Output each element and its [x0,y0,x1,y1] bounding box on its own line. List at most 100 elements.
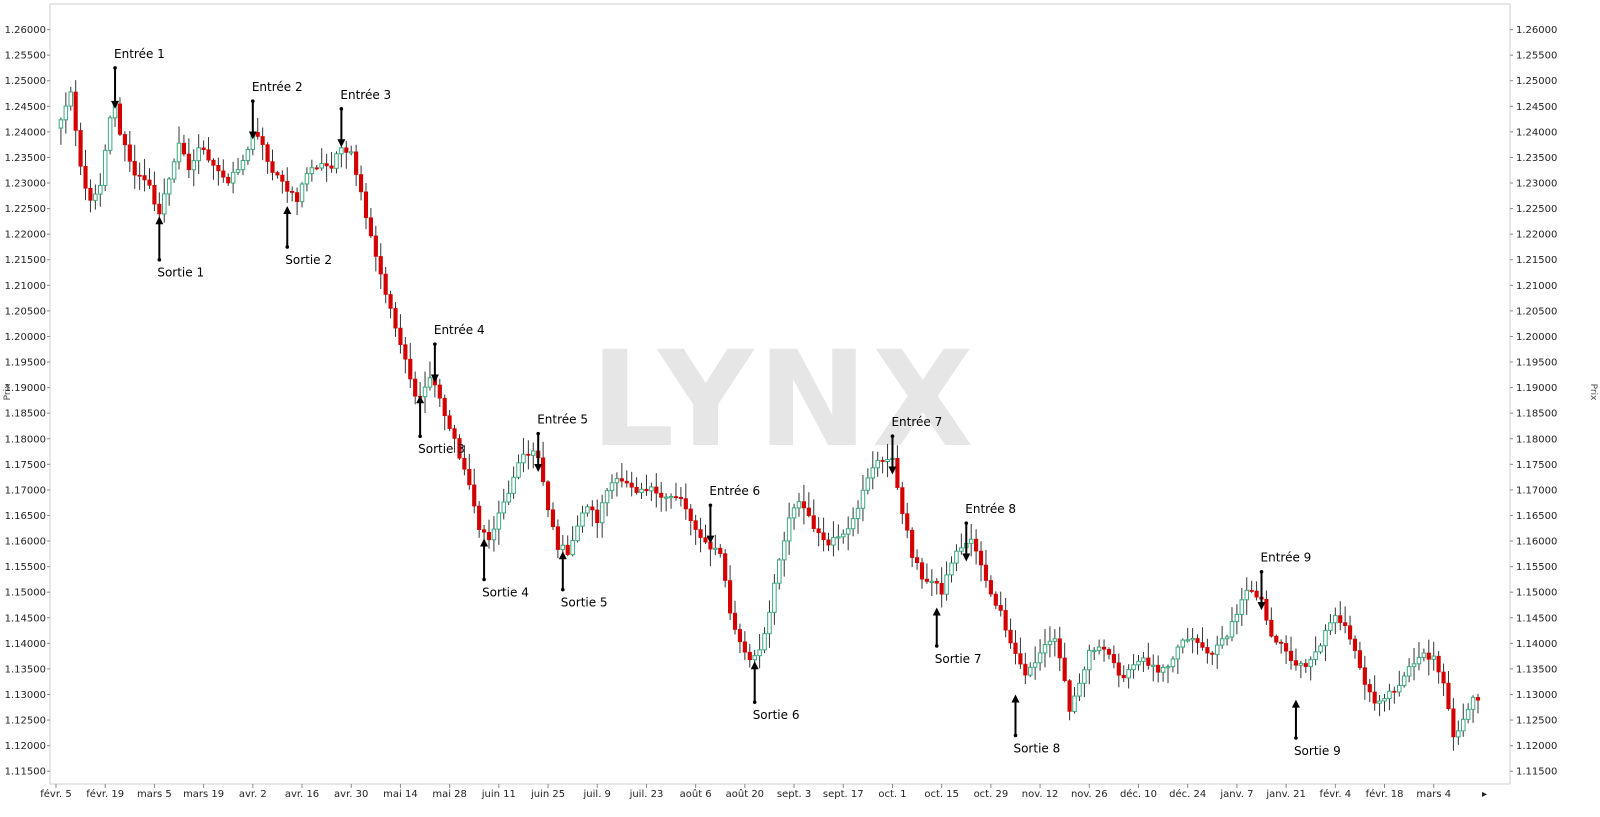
y-tick-label-right: 1.23000 [1516,179,1557,190]
candle-body-bear [206,149,211,161]
candle-body-bull [929,580,935,583]
candle-body-bull [171,161,177,180]
candle-body-bull [1096,646,1102,651]
scroll-right-icon[interactable]: ▸ [1482,789,1487,800]
y-tick-label-left: 1.12500 [5,716,46,727]
x-tick-label: mars 19 [183,789,224,800]
candle-body-bull [1239,599,1245,615]
y-tick-label-left: 1.19500 [5,358,46,369]
candle-body-bear [290,191,295,193]
candle-body-bear [1352,638,1358,651]
candle-body-bear [1106,648,1112,655]
x-tick-label: oct. 1 [878,789,906,800]
candle-body-bull [1328,622,1333,631]
candle-body-bull [604,490,610,504]
candle-body-bull [496,512,502,530]
y-tick-label-left: 1.22500 [5,204,46,215]
candle-body-bull [1141,657,1146,662]
x-tick-label: mars 5 [137,789,172,800]
candle-body-bear [1101,646,1107,650]
candle-body-bull [959,547,964,552]
y-tick-label-left: 1.23500 [5,153,46,164]
candle-body-bull [1027,666,1033,676]
candle-body-bear [1347,625,1353,640]
candle-body-bear [816,528,821,534]
candle-body-bull [1401,675,1407,686]
candle-body-bear [354,151,359,175]
candle-body-bull [1185,639,1190,642]
candle-body-bull [531,450,536,456]
lynx-watermark: LYNX [590,323,977,477]
candle-body-bear [1293,660,1299,666]
candle-body-bull [98,184,103,195]
candle-body-bear [1003,610,1008,631]
candle-body-bear [344,147,349,153]
candle-body-bear [368,217,373,237]
y-tick-label-left: 1.24500 [5,102,46,113]
candle-body-bear [555,526,560,550]
candle-body-bull [107,117,113,151]
candle-body-bear [1249,590,1254,592]
candle-body-bull [319,163,324,169]
candle-body-bull [777,559,782,584]
candle-body-bear [147,179,152,186]
y-tick-label-left: 1.24000 [5,127,46,138]
candle-body-bear [255,132,260,137]
y-tick-label-right: 1.19500 [1516,358,1557,369]
y-tick-label-left: 1.12000 [5,741,46,752]
candle-body-bear [1116,662,1121,676]
y-tick-label-right: 1.19000 [1516,383,1557,394]
candle-body-bull [1333,615,1338,624]
y-tick-label-right: 1.15000 [1516,588,1557,599]
candle-body-bull [1190,637,1195,641]
candle-body-bear [467,468,472,486]
y-tick-label-left: 1.14000 [5,639,46,650]
candle-body-bear [1264,598,1269,621]
annotation-arrowhead-up [1011,694,1020,703]
y-tick-label-left: 1.17500 [5,460,46,471]
x-tick-label: févr. 4 [1320,788,1352,800]
candle-body-bull [339,147,344,155]
x-tick-label: janv. 7 [1219,789,1253,800]
candle-body-bull [422,386,428,398]
candle-body-bear [181,142,187,155]
annotation-arrowhead-down [706,535,715,544]
exit-annotation-label: Sortie 5 [561,596,608,610]
y-tick-label-left: 1.20500 [5,306,46,317]
candle-body-bear [801,501,806,509]
y-tick-label-right: 1.14500 [1516,613,1557,624]
y-tick-label-left: 1.15000 [5,588,46,599]
candle-body-bear [934,580,939,584]
annotation-arrowhead-up [558,551,567,560]
candle-body-bull [949,562,954,576]
candle-body-bear [1279,641,1284,644]
x-tick-label: mai 28 [432,789,467,800]
candle-body-bull [245,148,251,161]
candle-body-bear [1367,684,1372,693]
candle-body-bear [1338,615,1343,623]
candle-body-bull [860,489,866,509]
annotation-arrowhead-up [750,661,759,670]
candle-body-bull [1460,718,1466,732]
candle-body-bull [875,459,880,469]
candle-body-bull [1298,662,1304,666]
candle-body-bear [900,487,905,514]
candle-body-bull [299,183,305,203]
y-tick-label-right: 1.25500 [1516,51,1557,62]
candle-body-bull [1214,644,1220,655]
candle-body-bear [152,185,157,205]
y-tick-label-right: 1.16500 [1516,511,1557,522]
candle-body-bear [821,532,826,541]
candle-body-bear [447,415,452,429]
candle-body-bull [649,486,654,492]
candle-body-bear [565,544,570,555]
candle-body-bear [1426,652,1431,660]
candle-body-bull [1087,649,1092,671]
candle-body-bear [314,167,319,170]
candle-body-bull [1219,638,1225,646]
candle-body-bear [373,235,378,257]
candle-body-bull [491,528,497,541]
candle-body-bull [1411,663,1417,668]
candle-body-bear [1018,653,1023,665]
candle-body-bear [919,562,925,580]
